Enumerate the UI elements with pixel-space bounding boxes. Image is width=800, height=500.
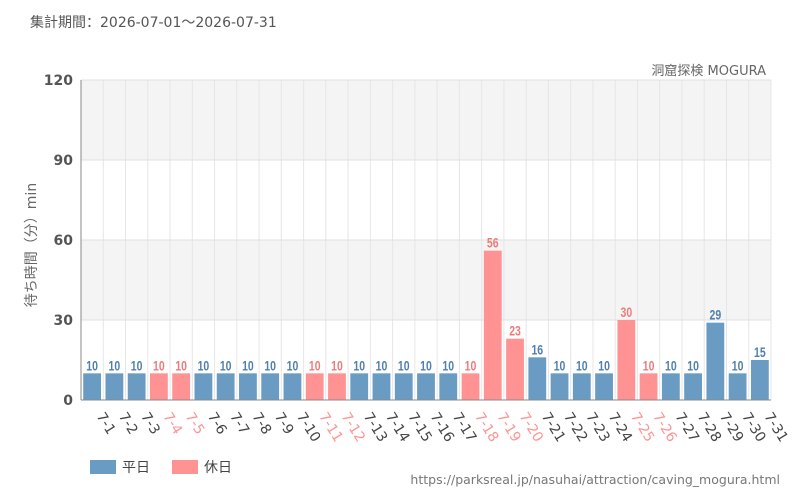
bar (172, 373, 191, 400)
bar (728, 373, 747, 400)
data-label: 10 (643, 358, 655, 374)
attraction-name: 洞窟探検 MOGURA (651, 64, 766, 79)
data-label: 16 (531, 342, 543, 358)
x-tick-label: 7-6 (204, 410, 230, 438)
legend-weekday-label: 平日 (122, 460, 150, 476)
data-label: 23 (509, 323, 521, 339)
bar (506, 338, 524, 400)
x-tick-label: 7-1 (93, 410, 119, 438)
bar (661, 373, 680, 400)
data-label: 10 (264, 358, 276, 374)
bar (239, 373, 257, 400)
bar (595, 373, 613, 400)
bar (550, 373, 569, 400)
data-label: 10 (465, 358, 477, 374)
bar (639, 373, 658, 400)
bar (216, 373, 235, 400)
x-tick-label: 7-7 (226, 410, 252, 438)
data-label: 30 (620, 305, 632, 321)
x-tick-label: 7-3 (137, 410, 163, 438)
x-tick-label: 7-31 (760, 410, 790, 445)
x-tick-label: 7-8 (249, 410, 275, 438)
wait-time-chart: 107-1107-2107-3107-4107-5107-6107-7107-8… (24, 73, 791, 445)
holiday-swatch (172, 460, 198, 474)
bar (261, 373, 280, 400)
bar (194, 373, 213, 400)
data-label: 10 (153, 358, 165, 374)
data-label: 10 (331, 358, 343, 374)
x-tick-label: 7-5 (182, 410, 208, 438)
bar (439, 373, 458, 400)
bar (483, 250, 502, 400)
bar (105, 373, 124, 400)
y-tick-label: 60 (54, 233, 74, 249)
y-tick-label: 120 (44, 73, 73, 89)
data-label: 10 (86, 358, 98, 374)
data-label: 10 (598, 358, 610, 374)
data-label: 10 (398, 358, 410, 374)
bar (750, 360, 769, 400)
y-axis-title: 待ち時間（分）min (24, 183, 40, 307)
data-label: 29 (710, 307, 722, 323)
data-label: 10 (309, 358, 321, 374)
data-label: 10 (109, 358, 121, 374)
bar (461, 373, 480, 400)
bar (417, 373, 435, 400)
bar (83, 373, 102, 400)
data-label: 10 (220, 358, 232, 374)
source-url: https://parksreal.jp/nasuhai/attraction/… (410, 472, 780, 487)
data-label: 10 (420, 358, 432, 374)
data-label: 10 (242, 358, 254, 374)
data-label: 10 (687, 358, 699, 374)
data-label: 10 (376, 358, 388, 374)
bar (150, 373, 168, 400)
legend-item-holiday: 休日 (172, 457, 232, 477)
y-tick-label: 90 (54, 153, 74, 169)
bar (394, 373, 413, 400)
data-label: 10 (576, 358, 588, 374)
data-label: 10 (353, 358, 365, 374)
bar (305, 373, 324, 400)
grid-band (81, 240, 771, 320)
data-label: 10 (554, 358, 566, 374)
data-label: 10 (131, 358, 143, 374)
period-label: 集計期間：2026-07-01～2026-07-31 (30, 15, 277, 31)
grid-band (81, 160, 771, 240)
data-label: 10 (198, 358, 210, 374)
x-tick-label: 7-9 (271, 410, 297, 438)
bar (127, 373, 146, 400)
y-tick-label: 30 (54, 313, 74, 329)
y-tick-label: 0 (63, 393, 73, 409)
x-tick-label: 7-2 (115, 410, 141, 438)
bar (328, 373, 346, 400)
bar (617, 320, 636, 400)
data-label: 10 (442, 358, 454, 374)
bar (350, 373, 369, 400)
bar (572, 373, 591, 400)
legend-holiday-label: 休日 (204, 460, 232, 476)
legend: 平日 休日 (90, 457, 232, 477)
data-label: 10 (732, 358, 744, 374)
data-label: 56 (487, 235, 499, 251)
legend-item-weekday: 平日 (90, 457, 150, 477)
data-label: 15 (754, 345, 766, 361)
bar (684, 373, 702, 400)
data-label: 10 (287, 358, 299, 374)
data-label: 10 (175, 358, 187, 374)
bar (706, 322, 725, 400)
x-tick-label: 7-4 (160, 410, 186, 438)
bar (528, 357, 547, 400)
grid-band (81, 80, 771, 160)
bar (372, 373, 391, 400)
data-label: 10 (665, 358, 677, 374)
bar (283, 373, 302, 400)
weekday-swatch (90, 460, 116, 474)
